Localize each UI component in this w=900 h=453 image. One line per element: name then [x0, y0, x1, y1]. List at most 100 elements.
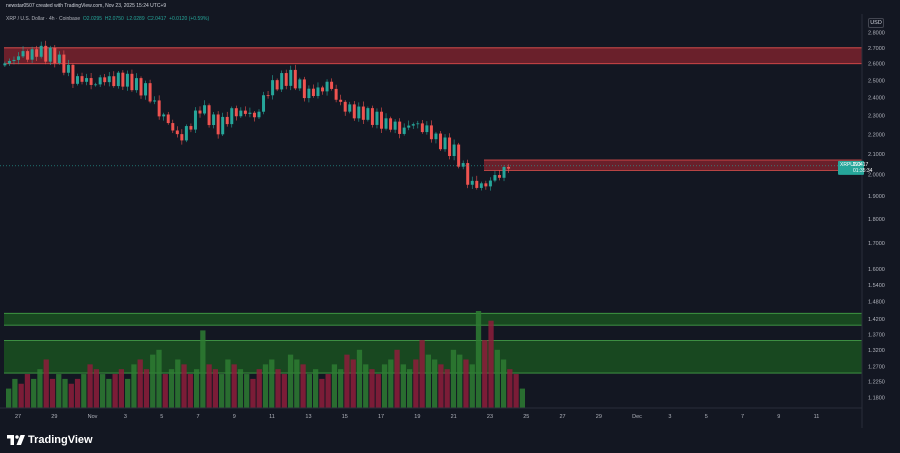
time-tick-label: 7 — [197, 414, 200, 420]
last-price-tag-bg — [838, 160, 864, 175]
volume-bar — [500, 359, 507, 408]
volume-bar — [43, 359, 49, 408]
candle-body — [44, 45, 48, 62]
tradingview-logo[interactable]: TradingView — [7, 434, 93, 446]
candle-body — [166, 114, 170, 124]
candle-body — [507, 166, 511, 169]
time-tick-label: 11 — [269, 414, 275, 420]
candle-body — [479, 183, 483, 188]
candle-body — [153, 100, 157, 102]
time-tick-label: 5 — [705, 414, 708, 420]
candle-body — [361, 106, 365, 120]
volume-bar — [156, 349, 162, 408]
candle-body — [493, 175, 497, 181]
candle-body — [466, 163, 470, 185]
candle-body — [148, 83, 152, 102]
price-chart[interactable]: 2.8000 2.7000 2.6000 2.5000 2.4000 2.3000 2.20… — [0, 0, 900, 428]
open-value: O2.0295 — [82, 16, 103, 22]
symbol-title[interactable]: XRP / U.S. Dollar · 4h · Coinbase — [6, 16, 81, 22]
volume-bar — [168, 369, 175, 408]
candle-body — [125, 73, 129, 87]
volume-bar — [6, 388, 12, 408]
volume-bar — [319, 378, 325, 408]
change-value: +0.0120 (+0.59%) — [169, 16, 210, 22]
candle-body — [289, 69, 293, 86]
price-axis: 2.8000 2.7000 2.6000 2.5000 2.4000 2.3000 2.20… — [868, 30, 885, 401]
candle-body — [416, 123, 420, 125]
price-tick-label: 2.6000 — [868, 62, 885, 68]
volume-bar — [419, 340, 425, 408]
last-price-countdown: 01:35:34 — [853, 168, 873, 174]
resistance-zone[interactable] — [484, 160, 862, 171]
volume-bar — [87, 364, 93, 408]
volume-bar — [74, 378, 81, 408]
candle-body — [280, 73, 284, 90]
candle-body — [393, 121, 397, 130]
candle-body — [352, 104, 356, 119]
resistance-zone[interactable] — [4, 47, 862, 64]
price-tick-label: 1.1800 — [868, 395, 885, 401]
volume-bar — [37, 369, 43, 408]
candle-body — [248, 112, 252, 114]
time-tick-label: 19 — [414, 414, 420, 420]
candle-body — [184, 126, 188, 141]
price-tick-label: 2.1000 — [868, 152, 885, 158]
candle-body — [225, 116, 229, 125]
volume-bar — [438, 364, 444, 408]
candle-body — [257, 111, 261, 118]
candle-body — [389, 118, 393, 130]
candle-body — [144, 83, 148, 96]
volume-bar — [344, 354, 350, 408]
candle-body — [457, 144, 461, 167]
volume-bar — [463, 359, 469, 408]
candle-body — [429, 125, 433, 140]
volume-bar — [212, 369, 219, 408]
volume-bar — [400, 364, 406, 408]
low-value: L2.0289 — [126, 16, 145, 22]
volume-bar — [81, 374, 87, 408]
volume-bar — [131, 364, 137, 408]
candle-body — [130, 73, 134, 91]
volume-bar — [482, 340, 488, 408]
candle-body — [189, 126, 193, 130]
volume-zone[interactable] — [4, 313, 862, 326]
candle-body — [443, 137, 447, 150]
volume-bar — [244, 374, 250, 408]
price-tick-label: 1.7000 — [868, 241, 885, 247]
close-value: C2.0417 — [147, 16, 167, 22]
candle-body — [7, 60, 11, 64]
candle-body — [53, 47, 57, 64]
candle-body — [243, 110, 247, 114]
candle-body — [180, 134, 184, 141]
candle-body — [298, 79, 302, 89]
candle-body — [325, 81, 329, 92]
candle-body — [121, 72, 125, 87]
volume-bar — [312, 369, 319, 408]
candle-body — [3, 63, 7, 66]
candle-body — [103, 77, 107, 83]
volume-bar — [12, 378, 18, 408]
volume-bar — [150, 354, 156, 408]
candle-body — [62, 54, 66, 73]
candle-body — [89, 78, 93, 85]
volume-bar — [294, 359, 300, 408]
currency-button[interactable]: USD — [868, 18, 884, 28]
time-tick-label: 9 — [233, 414, 236, 420]
candle-body — [230, 108, 234, 125]
candle-body — [216, 114, 220, 135]
candle-body — [112, 76, 116, 87]
volume-bar — [457, 354, 463, 408]
volume-bar — [31, 378, 37, 408]
candle-body — [475, 180, 479, 188]
volume-bar — [519, 388, 525, 408]
volume-bar — [338, 369, 344, 408]
price-tick-label: 1.5400 — [868, 283, 885, 289]
volume-bar — [49, 378, 56, 408]
time-tick-label: 5 — [160, 414, 163, 420]
volume-bar — [93, 369, 99, 408]
price-tick-label: 2.5000 — [868, 78, 885, 84]
candle-body — [420, 123, 424, 133]
volume-bar — [118, 369, 125, 408]
volume-bar — [388, 359, 394, 408]
volume-bar — [250, 378, 256, 408]
